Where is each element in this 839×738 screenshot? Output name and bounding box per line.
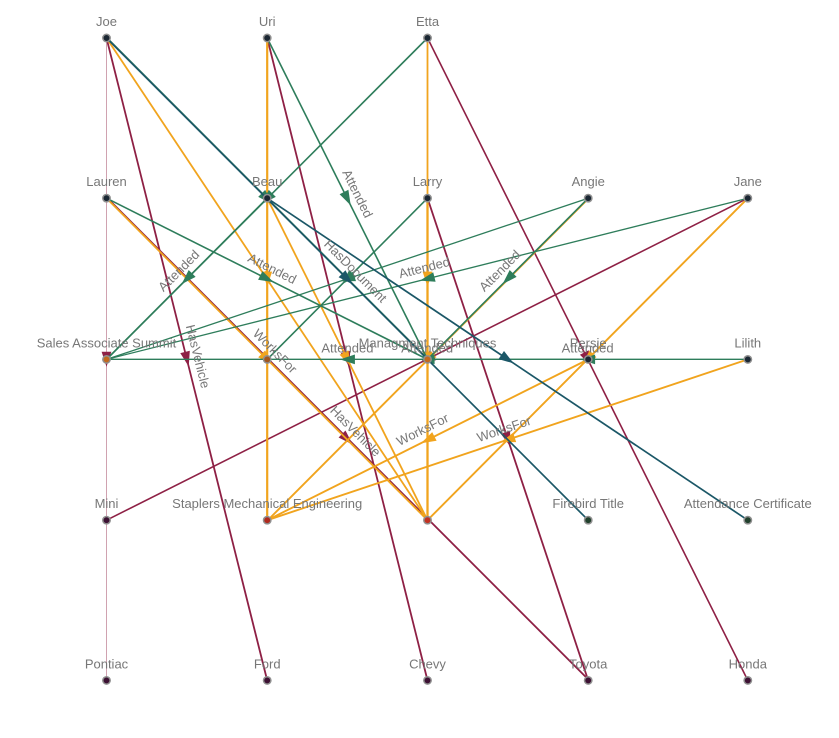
svg-text:Sales Associate Summit: Sales Associate Summit xyxy=(37,335,177,350)
svg-text:Larry: Larry xyxy=(413,174,443,189)
svg-text:Managment Techniques: Managment Techniques xyxy=(359,335,497,350)
svg-text:Attended: Attended xyxy=(401,340,453,355)
svg-text:Lauren: Lauren xyxy=(86,174,126,189)
svg-text:Attended: Attended xyxy=(562,340,614,355)
svg-text:Beau: Beau xyxy=(252,174,282,189)
svg-text:Angie: Angie xyxy=(572,174,605,189)
svg-text:Mini: Mini xyxy=(95,496,119,511)
svg-text:Jane: Jane xyxy=(734,174,762,189)
svg-text:Ford: Ford xyxy=(254,656,281,671)
svg-text:Honda: Honda xyxy=(729,656,768,671)
svg-text:Firebird Title: Firebird Title xyxy=(552,496,624,511)
svg-text:Persie: Persie xyxy=(570,335,607,350)
svg-text:Staplers Mechanical Engineerin: Staplers Mechanical Engineering xyxy=(172,496,362,511)
svg-text:Lilith: Lilith xyxy=(734,335,761,350)
svg-text:Uri: Uri xyxy=(259,14,276,29)
svg-text:Chevy: Chevy xyxy=(409,656,446,671)
svg-text:Toyota: Toyota xyxy=(569,656,608,671)
svg-text:Etta: Etta xyxy=(416,14,440,29)
svg-text:Joe: Joe xyxy=(96,14,117,29)
svg-text:Attendance Certificate: Attendance Certificate xyxy=(684,496,812,511)
svg-text:Pontiac: Pontiac xyxy=(85,656,129,671)
svg-text:Attended: Attended xyxy=(321,340,373,355)
